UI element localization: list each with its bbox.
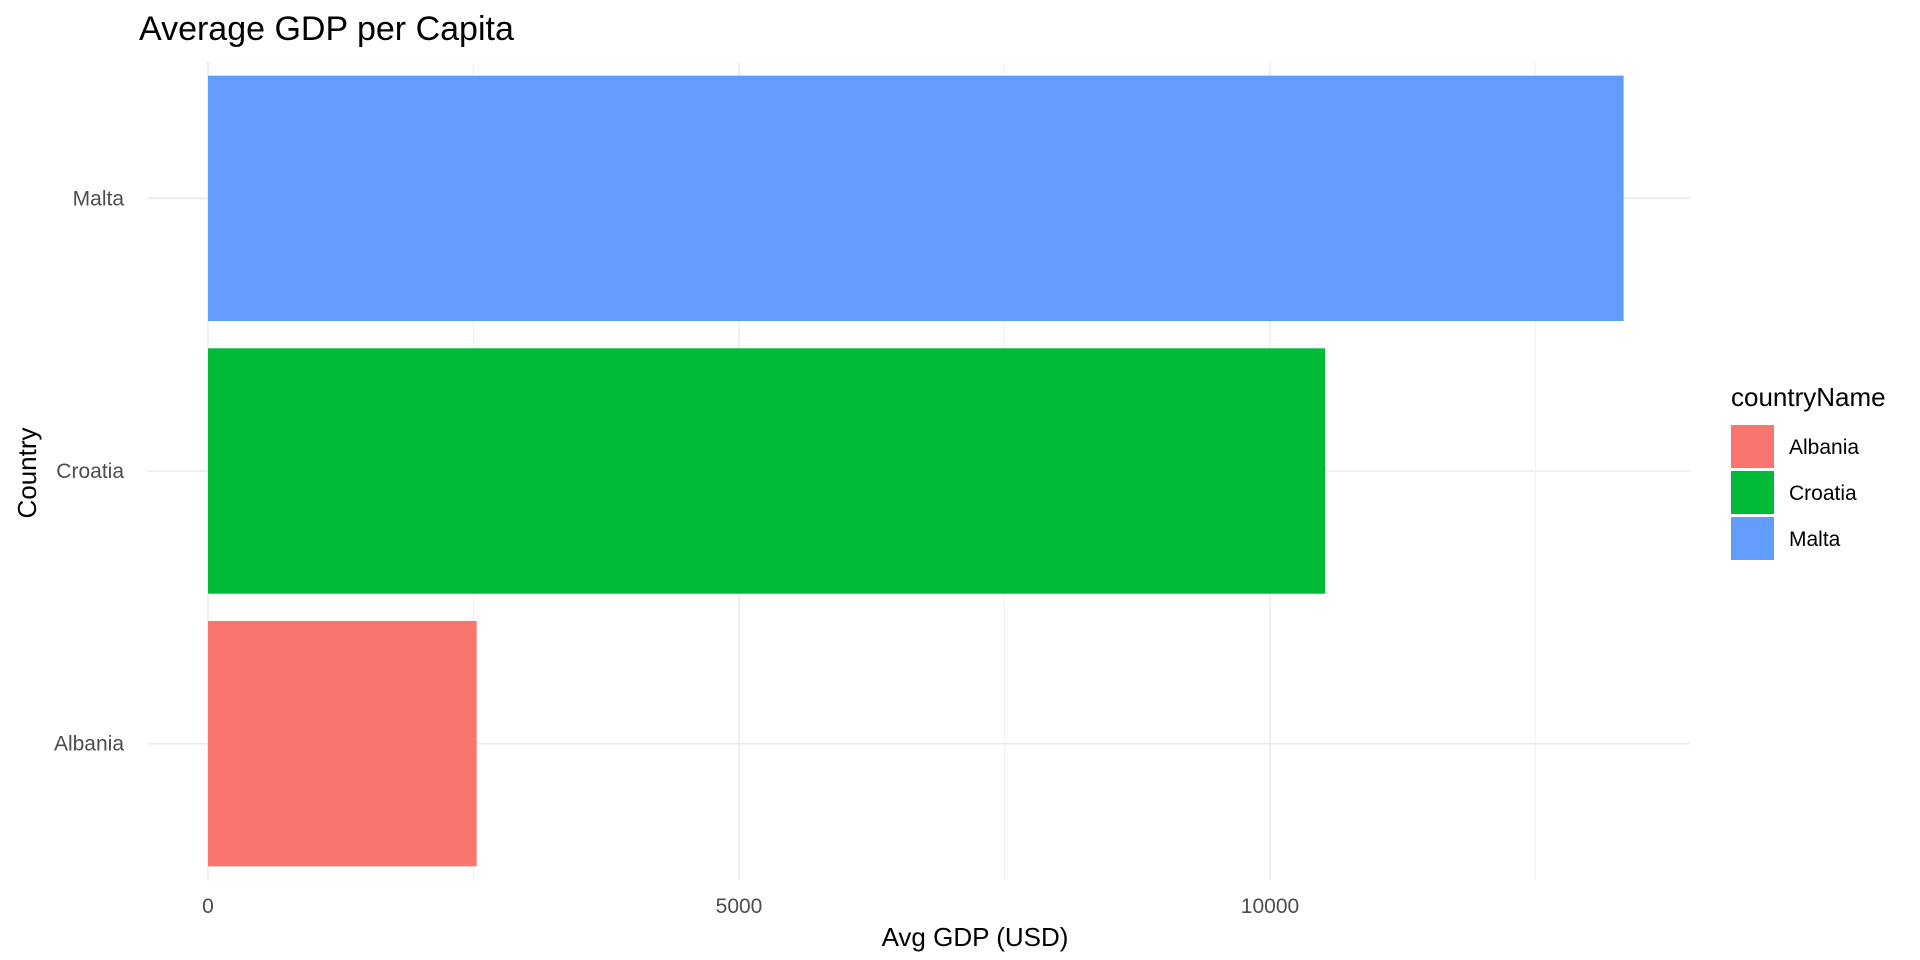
- x-tick-label-1: 5000: [716, 895, 763, 918]
- x-axis-title: Avg GDP (USD): [882, 922, 1069, 952]
- legend-key-malta: [1731, 517, 1774, 560]
- x-tick-label-2: 10000: [1241, 895, 1299, 918]
- legend-label-croatia: Croatia: [1789, 482, 1857, 505]
- x-tick-label-0: 0: [202, 895, 214, 918]
- legend-key-albania: [1731, 425, 1774, 468]
- y-tick-label-malta: Malta: [73, 187, 125, 210]
- y-tick-label-croatia: Croatia: [56, 460, 124, 483]
- bar-albania: [208, 620, 477, 867]
- legend-label-malta: Malta: [1789, 528, 1841, 551]
- legend-label-albania: Albania: [1789, 436, 1859, 459]
- chart-title: Average GDP per Capita: [139, 10, 514, 48]
- bar-croatia: [208, 348, 1326, 594]
- tick-layer: 0 5000 10000 Albania Croatia Malta: [54, 187, 1299, 918]
- bar-malta: [208, 75, 1624, 322]
- legend-title: countryName: [1731, 382, 1886, 412]
- legend: countryName Albania Croatia Malta: [1731, 382, 1886, 560]
- bar-layer: [208, 75, 1624, 867]
- legend-key-croatia: [1731, 471, 1774, 514]
- y-axis-title: Country: [12, 427, 42, 518]
- legend-entries: Albania Croatia Malta: [1731, 425, 1859, 560]
- y-tick-label-albania: Albania: [54, 733, 124, 756]
